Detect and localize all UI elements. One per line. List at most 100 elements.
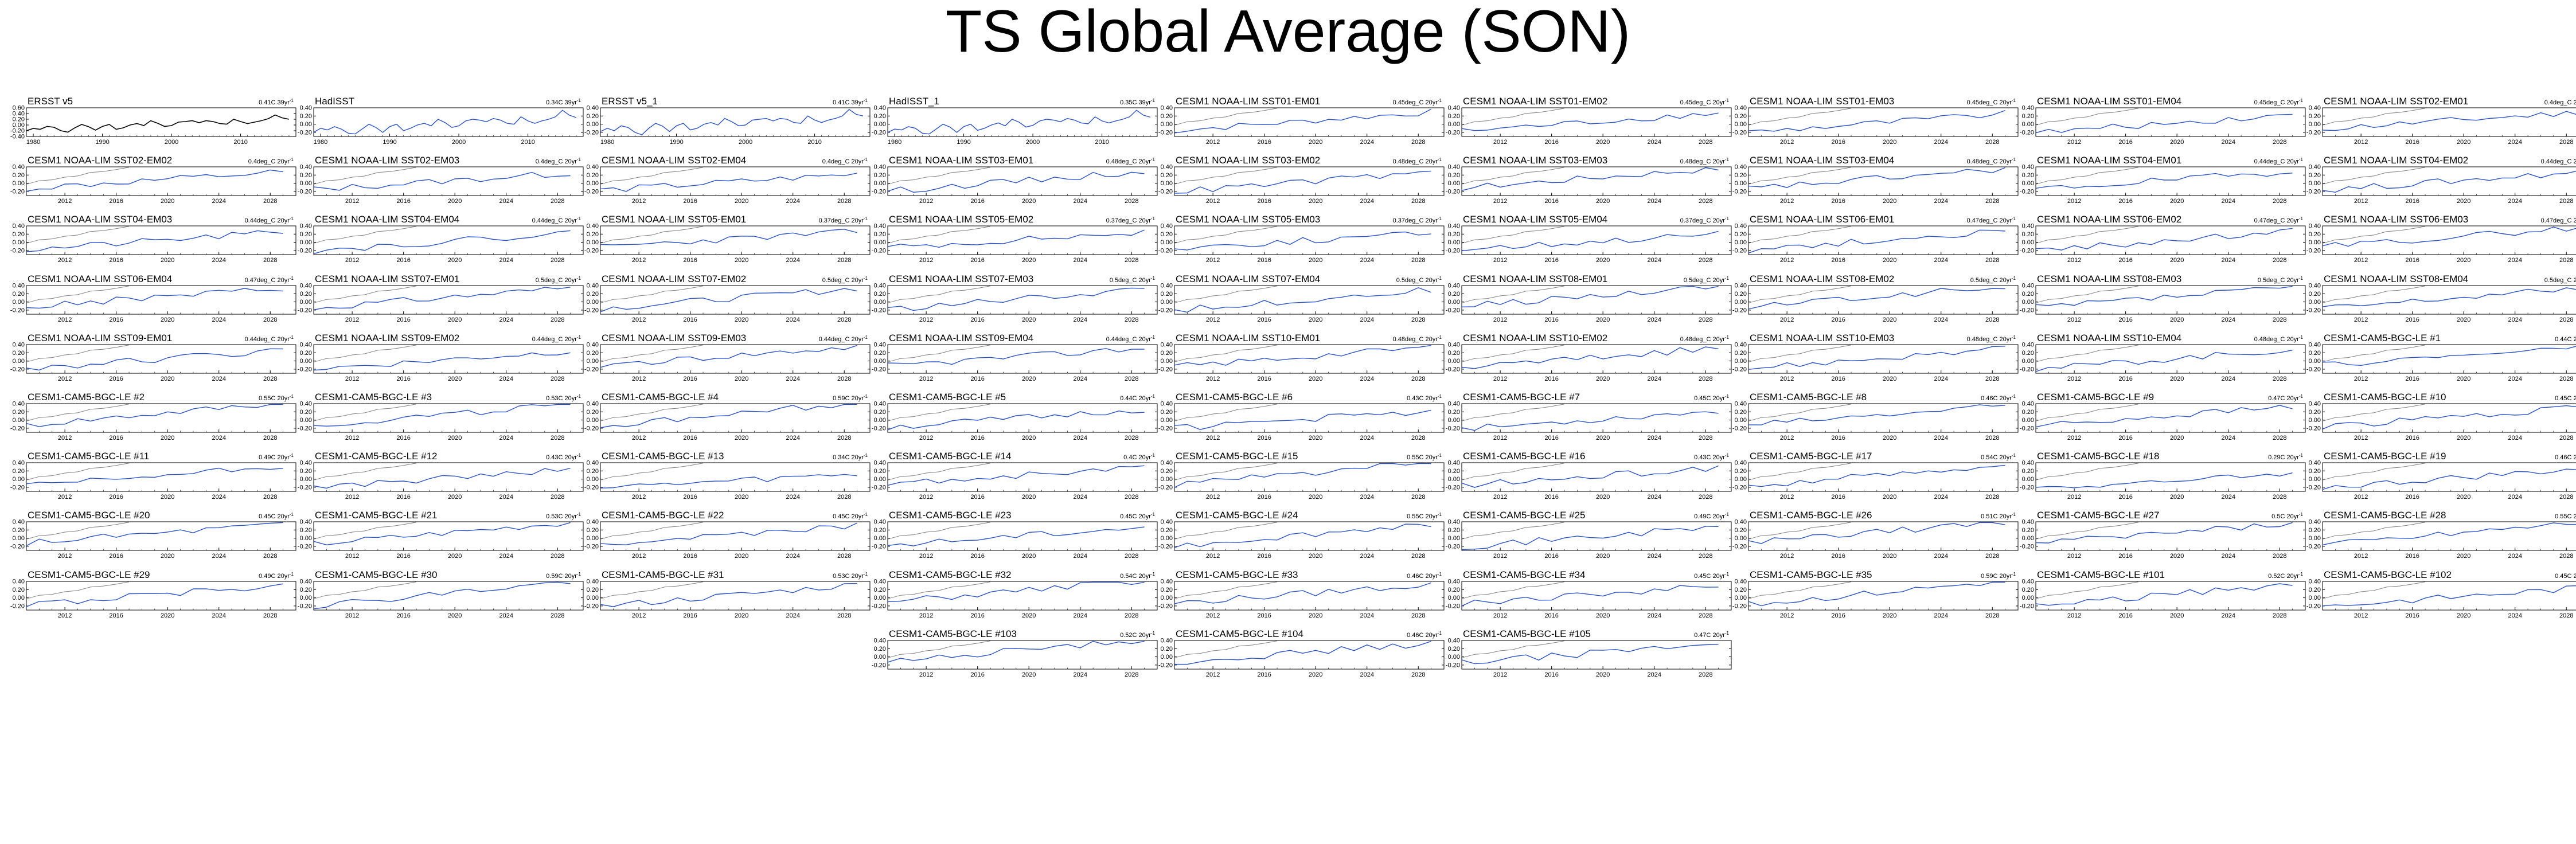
time-series-panel: CESM1-CAM5-BGC-LE #2 0.55C 20yr-1 0.40 0.20… — [6, 386, 296, 444]
trend-exponent: -1 — [577, 453, 581, 458]
x-tick-label: 2024 — [2508, 612, 2522, 619]
panel-title: CESM1 NOAA-LIM SST09-EM04 — [889, 333, 1033, 343]
x-tick-label: 2020 — [1022, 198, 1036, 205]
panel-trend: 0.48deg_C 20yr-1 — [2254, 335, 2304, 343]
x-tick-label: 2012 — [58, 316, 72, 323]
x-tick-label: 2020 — [2457, 553, 2470, 560]
series-line — [1174, 108, 1431, 134]
y-tick-label: 0.40 — [1161, 342, 1173, 349]
x-tick-label: 1980 — [600, 139, 614, 146]
y-tick-label: 0.00 — [1735, 358, 1747, 365]
x-tick-label: 2020 — [1596, 376, 1610, 382]
page-title: TS Global Average (SON) — [945, 0, 1631, 65]
time-series-panel: CESM1-CAM5-BGC-LE #27 0.5C 20yr-1 0.40 0.20… — [2015, 505, 2306, 562]
series-line — [600, 345, 857, 368]
y-tick-label: 0.40 — [1735, 105, 1747, 112]
trend-exponent: -1 — [1725, 453, 1730, 458]
x-tick-label: 2028 — [1699, 257, 1712, 264]
x-tick-label: 2016 — [2405, 139, 2419, 146]
panel-title: CESM1 NOAA-LIM SST07-EM03 — [889, 273, 1033, 284]
x-tick-label: 2012 — [345, 198, 359, 205]
y-tick-label: -0.20 — [872, 425, 886, 432]
time-series-panel: CESM1-CAM5-BGC-LE #32 0.54C 20yr-1 0.40 0.2… — [867, 564, 1158, 622]
y-tick-label: 0.20 — [2022, 350, 2034, 357]
x-tick-label: 2016 — [1831, 257, 1845, 264]
x-tick-label: 1990 — [669, 139, 683, 146]
time-series-panel: CESM1-CAM5-BGC-LE #21 0.53C 20yr-1 0.40 0.2… — [293, 505, 584, 562]
x-tick-label: 2020 — [2457, 257, 2470, 264]
x-tick-label: 2020 — [448, 553, 462, 560]
plot-frame — [2322, 521, 2576, 551]
x-tick-label: 2024 — [1934, 494, 1947, 501]
y-tick-label: 0.20 — [2022, 527, 2034, 534]
trend-exponent: -1 — [290, 394, 294, 399]
y-tick-label: 0.20 — [1161, 231, 1173, 238]
plot-frame — [26, 462, 296, 492]
y-tick-label: 0.00 — [2022, 595, 2034, 601]
y-tick-label: -0.20 — [2306, 247, 2321, 254]
plot-frame — [1461, 107, 1732, 137]
y-tick-label: 0.20 — [874, 527, 886, 534]
time-series-panel: CESM1-CAM5-BGC-LE #101 0.52C 20yr-1 0.40 0.… — [2015, 564, 2306, 622]
x-tick-label: 2028 — [1699, 553, 1712, 560]
x-tick-label: 2016 — [396, 376, 410, 382]
time-series-panel: CESM1 NOAA-LIM SST05-EM04 0.37deg_C 20yr-… — [1441, 209, 1732, 266]
y-tick-label: 0.20 — [874, 113, 886, 120]
time-series-panel: CESM1-CAM5-BGC-LE #18 0.29C 20yr-1 0.40 0.2… — [2015, 446, 2306, 503]
panel-chart: CESM1 NOAA-LIM SST04-EM03 0.44deg_C 20yr-… — [10, 214, 296, 264]
series-line — [1461, 286, 1719, 307]
y-tick-label: 0.40 — [13, 579, 25, 585]
panel-title: CESM1-CAM5-BGC-LE #16 — [1463, 451, 1586, 462]
y-tick-label: -0.20 — [872, 307, 886, 314]
x-tick-label: 2028 — [1699, 494, 1712, 501]
x-tick-label: 2016 — [2118, 376, 2132, 382]
x-tick-label: 2016 — [970, 316, 984, 323]
y-tick-label: 0.00 — [300, 180, 312, 187]
x-tick-label: 2016 — [1544, 553, 1558, 560]
panel-title: CESM1-CAM5-BGC-LE #101 — [2037, 569, 2165, 580]
series-line — [887, 410, 1145, 431]
y-tick-label: 0.40 — [1448, 283, 1460, 290]
y-tick-label: -0.20 — [1158, 603, 1173, 609]
trend-exponent: -1 — [577, 512, 581, 517]
x-tick-label: 2016 — [1544, 257, 1558, 264]
panel-title: CESM1 NOAA-LIM SST03-EM03 — [1463, 155, 1607, 166]
trend-exponent: -1 — [2012, 453, 2016, 458]
time-series-panel: CESM1 NOAA-LIM SST03-EM04 0.48deg_C 20yr-… — [1728, 150, 2019, 207]
x-tick-label: 2010 — [807, 139, 821, 146]
plot-frame — [2322, 403, 2576, 433]
panel-title: CESM1 NOAA-LIM SST08-EM02 — [1750, 273, 1894, 284]
series-line — [600, 404, 857, 428]
x-tick-label: 2012 — [1206, 376, 1220, 382]
x-tick-label: 2024 — [1360, 553, 1373, 560]
x-tick-label: 2020 — [1883, 553, 1896, 560]
x-tick-label: 2028 — [2559, 376, 2573, 382]
panel-title: CESM1 NOAA-LIM SST01-EM03 — [1750, 96, 1894, 107]
series-line — [1174, 582, 1431, 604]
trend-exponent: -1 — [864, 572, 868, 577]
panel-trend: 0.53C 20yr-1 — [833, 572, 868, 580]
series-line — [313, 171, 571, 191]
series-line — [1174, 409, 1431, 430]
y-tick-label: 0.00 — [1448, 654, 1460, 661]
panel-title: CESM1-CAM5-BGC-LE #14 — [889, 451, 1012, 462]
trend-exponent: -1 — [1438, 276, 1442, 281]
trend-exponent: -1 — [1438, 453, 1442, 458]
x-tick-label: 2028 — [551, 316, 564, 323]
panel-title: CESM1 NOAA-LIM SST01-EM02 — [1463, 96, 1607, 107]
x-tick-label: 2024 — [2508, 435, 2522, 441]
x-tick-label: 2016 — [396, 553, 410, 560]
reference-line — [887, 640, 991, 658]
y-tick-label: 0.20 — [1161, 291, 1173, 298]
panel-trend: 0.46C 20yr-1 — [1981, 394, 2016, 402]
x-tick-label: 2028 — [1985, 139, 1999, 146]
y-tick-label: 0.20 — [300, 113, 312, 120]
x-tick-label: 2020 — [1022, 376, 1036, 382]
y-tick-label: 0.20 — [1161, 113, 1173, 120]
plot-frame — [2322, 166, 2576, 196]
series-line — [887, 287, 1145, 311]
trend-exponent: -1 — [1438, 335, 1442, 340]
reference-line — [1174, 463, 1278, 480]
series-line — [1174, 640, 1431, 665]
y-tick-label: -0.20 — [1158, 425, 1173, 432]
